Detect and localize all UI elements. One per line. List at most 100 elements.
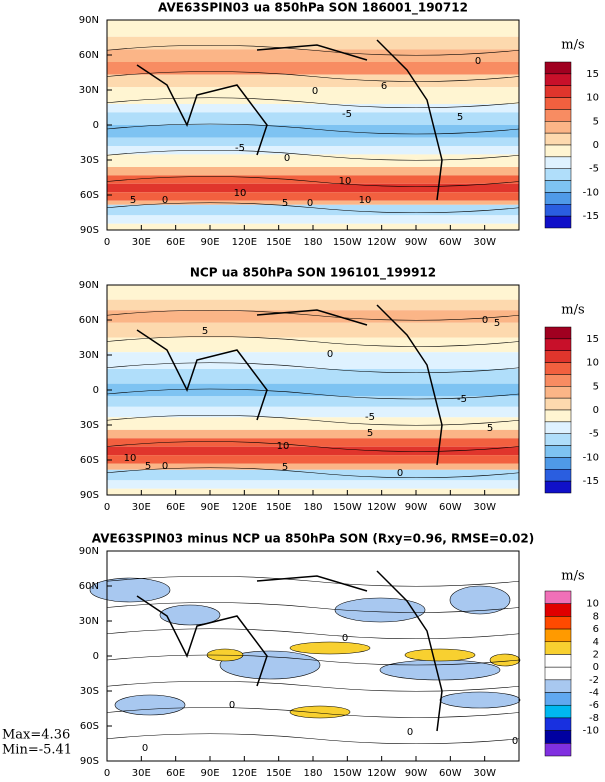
x-tick-label: 60W	[439, 237, 462, 248]
contour-label: 0	[327, 349, 333, 360]
contour-label: 10	[124, 453, 137, 464]
contour-band	[107, 167, 519, 176]
contour-line	[106, 97, 520, 109]
colorbar-label: 10	[586, 358, 599, 369]
y-tick-label: 60S	[80, 190, 99, 201]
colorbar-box	[544, 480, 572, 494]
colorbar-box	[544, 397, 572, 411]
contour-band	[107, 310, 519, 323]
y-tick-label: 90N	[79, 280, 99, 291]
contour-band	[107, 469, 519, 481]
x-tick-label: 30E	[132, 502, 151, 513]
x-tick-label: 60E	[166, 502, 185, 513]
contour-band	[107, 137, 519, 146]
contour-label: 5	[367, 428, 373, 439]
x-tick-label: 30E	[132, 768, 151, 779]
colorbar-label: -15	[583, 476, 599, 487]
y-tick-label: 30N	[79, 616, 99, 627]
colorbar-box	[544, 603, 572, 617]
y-tick-label: 30N	[79, 350, 99, 361]
colorbar-box	[544, 144, 572, 158]
colorbar-box	[544, 374, 572, 387]
contour-label: 5	[282, 462, 288, 473]
x-tick-label: 30W	[473, 502, 496, 513]
contour-line	[106, 202, 520, 214]
colorbar-label: 15	[586, 334, 599, 345]
contour-line	[106, 362, 520, 374]
x-tick-label: 180	[303, 237, 322, 248]
x-tick-label: 30W	[473, 237, 496, 248]
x-tick-label: 0	[104, 768, 110, 779]
x-tick-label: 90W	[405, 237, 428, 248]
map-panel	[106, 19, 520, 231]
colorbar-box	[544, 628, 572, 643]
contour-label: 0	[397, 468, 403, 479]
contour-label: 5	[282, 198, 288, 209]
contour-line	[106, 575, 520, 587]
colorbar-label: 0	[593, 405, 599, 416]
contour-patch	[159, 604, 221, 626]
colorbar-box	[544, 616, 572, 630]
x-tick-label: 30W	[473, 768, 496, 779]
contour-band	[107, 480, 519, 489]
y-tick-label: 60N	[79, 50, 99, 61]
x-tick-label: 0	[104, 237, 110, 248]
y-tick-label: 0	[93, 385, 99, 396]
contour-band	[107, 175, 519, 184]
map-panel	[89, 550, 521, 762]
contour-line	[106, 309, 520, 321]
colorbar-box	[544, 109, 572, 122]
colorbar-box	[544, 362, 572, 375]
y-tick-label: 30N	[79, 85, 99, 96]
contour-label: 0	[512, 736, 518, 747]
x-tick-label: 120E	[232, 768, 257, 779]
contour-band	[107, 299, 519, 311]
colorbar-box	[544, 457, 572, 470]
contour-label: 10	[277, 441, 290, 452]
y-tick-label: 90S	[80, 225, 99, 236]
colorbar-box	[544, 156, 572, 169]
contour-band	[107, 406, 519, 418]
colorbar-label: 0	[593, 140, 599, 151]
contour-line	[106, 733, 520, 745]
contour-label: 0	[407, 727, 413, 738]
colorbar-box	[544, 121, 572, 134]
contour-band	[107, 146, 519, 155]
contour-label: 5	[130, 195, 136, 206]
x-tick-label: 150W	[333, 502, 362, 513]
contour-band	[107, 383, 519, 397]
contour-line	[106, 654, 520, 666]
contour-band	[107, 455, 519, 464]
colorbar-label: 2	[593, 649, 599, 660]
colorbar-box	[544, 132, 572, 146]
colorbar-label: 5	[593, 116, 599, 127]
x-tick-label: 60E	[166, 768, 185, 779]
x-tick-label: 90E	[200, 502, 219, 513]
y-tick-label: 60N	[79, 581, 99, 592]
y-tick-label: 0	[93, 651, 99, 662]
contour-line	[106, 71, 520, 82]
contour-label: -5	[457, 394, 467, 405]
coastline	[136, 570, 443, 732]
x-tick-label: 0	[104, 502, 110, 513]
x-tick-label: 180	[303, 768, 322, 779]
colorbar-box	[544, 654, 572, 668]
x-tick-label: 150W	[333, 237, 362, 248]
contour-patch	[449, 585, 511, 615]
contour-line	[106, 602, 520, 613]
max-stat: Max=4.36	[2, 728, 70, 743]
contour-band	[107, 369, 519, 384]
contour-label: 0	[482, 315, 488, 326]
colorbar-box	[544, 469, 572, 482]
contour-patch	[489, 653, 521, 667]
x-tick-label: 60E	[166, 237, 185, 248]
contour-patch	[334, 597, 426, 623]
colorbar-label: 8	[593, 611, 599, 622]
colorbar-box	[544, 421, 572, 434]
contour-patch	[289, 705, 351, 719]
contour-label: 5	[202, 326, 208, 337]
contour-band	[107, 337, 519, 353]
y-tick-label: 90N	[79, 15, 99, 26]
panel-title: AVE63SPIN03 minus NCP ua 850hPa SON (Rxy…	[92, 532, 534, 546]
